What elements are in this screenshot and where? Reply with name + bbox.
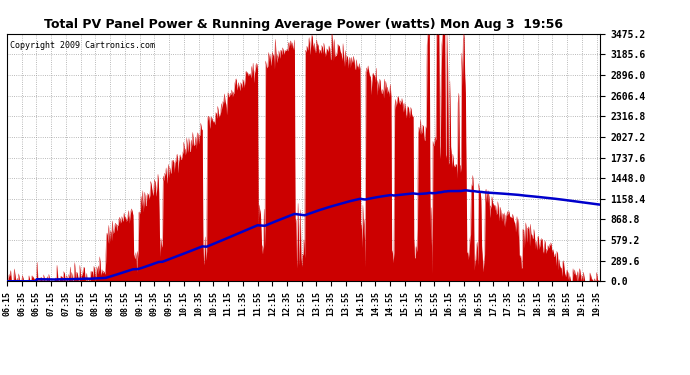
Text: Copyright 2009 Cartronics.com: Copyright 2009 Cartronics.com bbox=[10, 41, 155, 50]
Title: Total PV Panel Power & Running Average Power (watts) Mon Aug 3  19:56: Total PV Panel Power & Running Average P… bbox=[44, 18, 563, 31]
